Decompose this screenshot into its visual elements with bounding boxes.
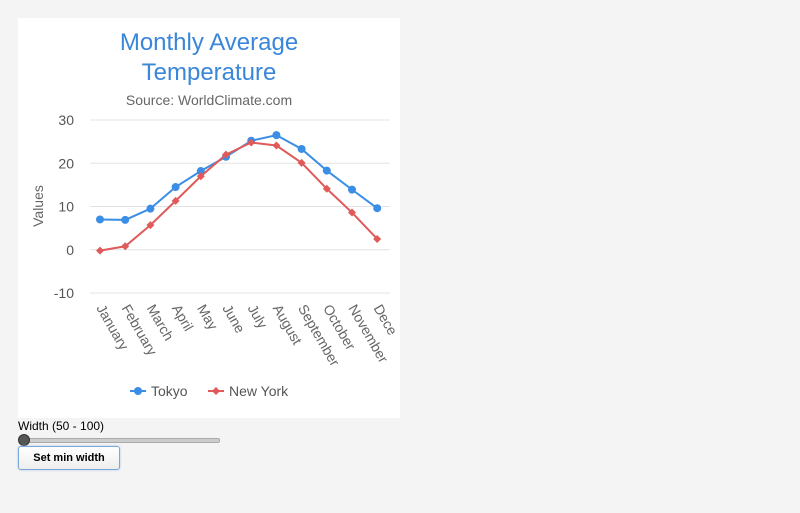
width-slider-thumb[interactable] [18,434,30,446]
series-0-point-11 [373,204,382,213]
series-0-point-3 [171,183,180,192]
legend: Tokyo New York [130,383,289,399]
series-1-point-1 [121,242,130,251]
y-tick-labels: -10 0 10 20 30 [54,112,74,301]
series-0-point-7 [272,131,281,140]
y-tick-label-4: 30 [58,112,74,128]
series-0-point-1 [121,215,130,224]
x-tick-label-5: June [219,302,248,336]
series-0-point-9 [322,166,331,175]
width-slider-track[interactable] [20,438,220,443]
series-0-point-0 [96,215,104,224]
x-tick-label-4: May [194,302,221,333]
series-1-point-4 [196,172,205,181]
series-1-point-3 [171,196,180,205]
series-0-point-8 [297,144,306,153]
series-1-point-6 [247,138,256,147]
chart-title-line-2: Temperature [142,59,277,86]
series-1-point-7 [272,141,281,150]
grid-layer [90,119,390,294]
y-tick-label-2: 10 [58,199,74,215]
chart-title-line-1: Monthly Average [120,29,298,56]
y-tick-label-1: 0 [66,242,74,258]
y-tick-label-0: -10 [54,285,74,301]
set-min-width-button[interactable]: Set min width [18,446,120,470]
chart-svg: Monthly Average Temperature Source: Worl… [30,29,400,399]
width-label: Width (50 - 100) [18,419,105,433]
series-1-point-10 [348,208,356,217]
series-1-point-0 [96,246,104,255]
y-tick-label-3: 20 [58,155,74,171]
legend-label-1: New York [229,383,289,399]
series-1-point-2 [146,221,155,230]
chart-subtitle: Source: WorldClimate.com [126,92,292,108]
legend-marker-1 [212,387,220,395]
series-1-point-8 [297,158,306,167]
series-1-point-9 [322,184,331,193]
y-axis-label: Values [30,185,46,227]
series-0-point-2 [146,204,155,213]
series-layer [96,131,382,255]
legend-marker-0 [134,387,142,395]
series-0-point-4 [196,167,205,176]
x-tick-labels: JanuaryFebruaryMarchAprilMayJuneJulyAugu… [93,302,400,370]
legend-label-0: Tokyo [151,383,188,399]
chart-panel: Monthly Average Temperature Source: Worl… [18,18,400,418]
series-1-point-11 [373,234,382,243]
series-line-1 [99,141,378,252]
series-0-point-10 [348,185,356,194]
series-1-point-5 [222,150,230,159]
